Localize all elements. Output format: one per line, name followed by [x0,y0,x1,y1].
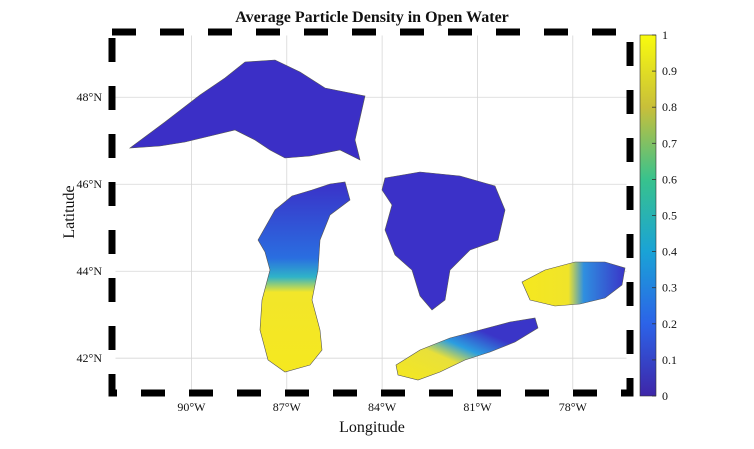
y-axis-label: Latitude [61,185,78,238]
x-tick-label: 84°W [368,400,397,414]
colorbar-tick-label: 0.6 [662,172,677,186]
x-tick-label: 90°W [177,400,206,414]
colorbar-tick-label: 0 [662,389,668,403]
y-tick-label: 48°N [77,90,103,104]
frame [108,28,634,397]
lake-superior [129,59,366,161]
colorbar-tick-label: 0.5 [662,209,677,223]
lake-huron [381,171,506,311]
lakes [129,59,626,381]
frame-bg [108,28,634,397]
grid [112,32,630,393]
x-tick-label: 87°W [273,400,302,414]
y-tick-label: 44°N [77,264,103,278]
colorbar-tick-label: 0.3 [662,281,677,295]
lake-erie [395,317,539,381]
lake-ontario [521,261,626,307]
colorbar-tick-label: 0.1 [662,353,677,367]
y-tick-label: 46°N [77,177,103,191]
colorbar-tick-label: 1 [662,28,668,42]
colorbar-tick-label: 0.2 [662,317,677,331]
y-tick-label: 42°N [77,351,103,365]
colorbar-tick-label: 0.8 [662,100,677,114]
x-tick-label: 81°W [463,400,492,414]
colorbar-tick-label: 0.9 [662,64,677,78]
x-axis-label: Longitude [339,419,405,436]
x-tick-label: 78°W [559,400,588,414]
colorbar-tick-label: 0.7 [662,136,677,150]
title: Average Particle Density in Open Water [235,9,509,26]
colorbar-tick-label: 0.4 [662,245,677,259]
lake-michigan [257,181,351,373]
